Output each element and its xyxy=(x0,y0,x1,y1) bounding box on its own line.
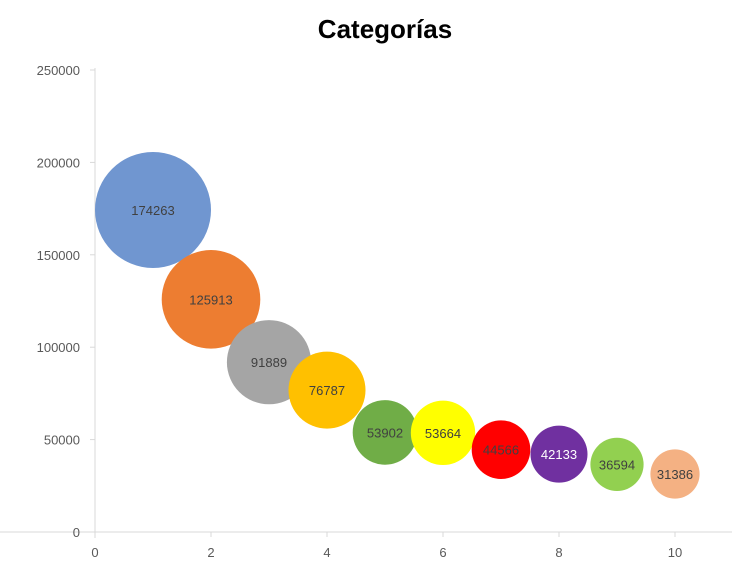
bubble xyxy=(471,420,531,479)
bubble xyxy=(650,449,700,499)
y-tick-label: 0 xyxy=(73,525,80,540)
bubble xyxy=(288,351,366,429)
x-tick-label: 2 xyxy=(207,545,214,560)
bubble-series: 174263 125913 91889 76787 53902 53664 44566 421… xyxy=(95,151,700,499)
bubble xyxy=(352,400,418,465)
x-tick-label: 10 xyxy=(668,545,682,560)
bubble-data-label: 42133 xyxy=(541,447,577,462)
y-tick-label: 100000 xyxy=(37,340,80,355)
bubble-data-label: 76787 xyxy=(309,383,345,398)
bubble xyxy=(410,400,476,466)
x-tick-label: 6 xyxy=(439,545,446,560)
x-axis-ticks: 0 2 4 6 8 10 xyxy=(91,532,682,560)
y-tick-label: 150000 xyxy=(37,248,80,263)
bubble xyxy=(530,425,588,483)
bubble-data-label: 174263 xyxy=(131,203,174,218)
bubble xyxy=(161,250,261,349)
x-tick-label: 0 xyxy=(91,545,98,560)
x-tick-label: 8 xyxy=(555,545,562,560)
chart-title: Categorías xyxy=(317,14,453,44)
bubble-data-label: 31386 xyxy=(657,467,693,482)
x-tick-label: 4 xyxy=(323,545,330,560)
bubble xyxy=(590,437,644,491)
y-tick-label: 50000 xyxy=(44,433,80,448)
bubble xyxy=(95,151,211,268)
bubble-data-label: 36594 xyxy=(599,457,635,472)
y-tick-label: 250000 xyxy=(37,63,80,78)
y-axis-ticks: 0 50000 100000 150000 200000 250000 xyxy=(37,63,95,540)
chart-axes xyxy=(0,68,732,538)
y-tick-label: 200000 xyxy=(37,155,80,170)
bubble-data-label: 91889 xyxy=(251,355,287,370)
bubble-data-label: 53902 xyxy=(367,425,403,440)
bubble-data-label: 53664 xyxy=(425,426,461,441)
bubble-data-label: 44566 xyxy=(483,443,519,458)
bubble-data-label: 125913 xyxy=(189,292,232,307)
